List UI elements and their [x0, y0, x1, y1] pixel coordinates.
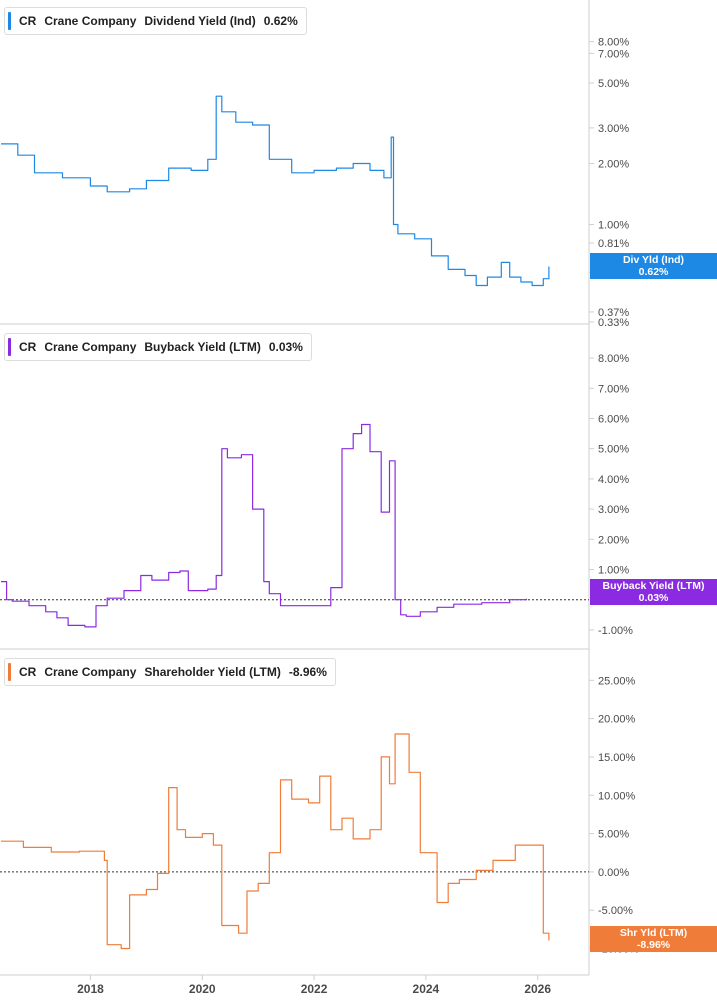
legend-metric: Buyback Yield (LTM) [144, 340, 261, 354]
y-tick-label: 1.00% [598, 219, 629, 231]
callout-value: -8.96% [636, 939, 671, 951]
series-line [1, 733, 550, 950]
callout-label: Buyback Yield (LTM) [602, 580, 705, 592]
y-tick-label: 20.00% [598, 714, 636, 726]
y-tick-label: 1.00% [598, 565, 629, 577]
x-tick-label: 2020 [189, 982, 216, 996]
y-tick-label: 7.00% [598, 383, 629, 395]
y-tick-label: 0.37% [598, 307, 629, 319]
legend-dividend-yield[interactable]: CR Crane Company Dividend Yield (Ind) 0.… [4, 7, 307, 35]
y-tick-label: 4.00% [598, 474, 629, 486]
callout-dividend-yield: Div Yld (Ind) 0.62% [590, 253, 717, 279]
x-tick-label: 2024 [413, 982, 440, 996]
y-tick-label: 3.00% [598, 504, 629, 516]
series-line [1, 423, 528, 628]
legend-metric: Shareholder Yield (LTM) [144, 665, 281, 679]
y-tick-label: 8.00% [598, 353, 629, 365]
x-tick-label: 2026 [524, 982, 551, 996]
legend-company: Crane Company [44, 340, 137, 354]
callout-value: 0.62% [638, 266, 669, 278]
y-tick-label: 0.81% [598, 238, 629, 250]
legend-value: 0.62% [263, 14, 298, 28]
series-line [1, 95, 550, 287]
y-tick-label: 2.00% [598, 534, 629, 546]
x-tick-label: 2018 [77, 982, 104, 996]
y-tick-label: 5.00% [598, 829, 629, 841]
y-tick-label: 5.00% [598, 78, 629, 90]
y-tick-label: 0.33% [598, 317, 629, 329]
x-tick-label: 2022 [301, 982, 328, 996]
y-tick-label: 3.00% [598, 123, 629, 135]
y-tick-label: 25.00% [598, 675, 636, 687]
y-tick-label: 7.00% [598, 48, 629, 60]
y-tick-label: -5.00% [598, 905, 633, 917]
legend-value: 0.03% [268, 340, 303, 354]
series-color-swatch [8, 663, 11, 681]
legend-buyback-yield[interactable]: CR Crane Company Buyback Yield (LTM) 0.0… [4, 333, 312, 361]
legend-company: Crane Company [44, 665, 137, 679]
y-tick-label: 5.00% [598, 444, 629, 456]
legend-shareholder-yield[interactable]: CR Crane Company Shareholder Yield (LTM)… [4, 658, 336, 686]
series-color-swatch [8, 338, 11, 356]
callout-value: 0.03% [638, 592, 669, 604]
y-tick-label: 10.00% [598, 790, 636, 802]
callout-shareholder-yield: Shr Yld (LTM) -8.96% [590, 926, 717, 952]
callout-label: Div Yld (Ind) [622, 254, 685, 266]
legend-ticker: CR [19, 14, 37, 28]
y-tick-label: 8.00% [598, 37, 629, 49]
callout-buyback-yield: Buyback Yield (LTM) 0.03% [590, 579, 717, 605]
legend-metric: Dividend Yield (Ind) [144, 14, 256, 28]
y-tick-label: 2.00% [598, 159, 629, 171]
y-tick-label: -1.00% [598, 625, 633, 637]
y-tick-label: 0.00% [598, 867, 629, 879]
legend-company: Crane Company [44, 14, 137, 28]
y-tick-label: 15.00% [598, 752, 636, 764]
callout-label: Shr Yld (LTM) [619, 927, 688, 939]
y-tick-label: 6.00% [598, 414, 629, 426]
series-color-swatch [8, 12, 11, 30]
legend-ticker: CR [19, 665, 37, 679]
legend-value: -8.96% [288, 665, 327, 679]
legend-ticker: CR [19, 340, 37, 354]
